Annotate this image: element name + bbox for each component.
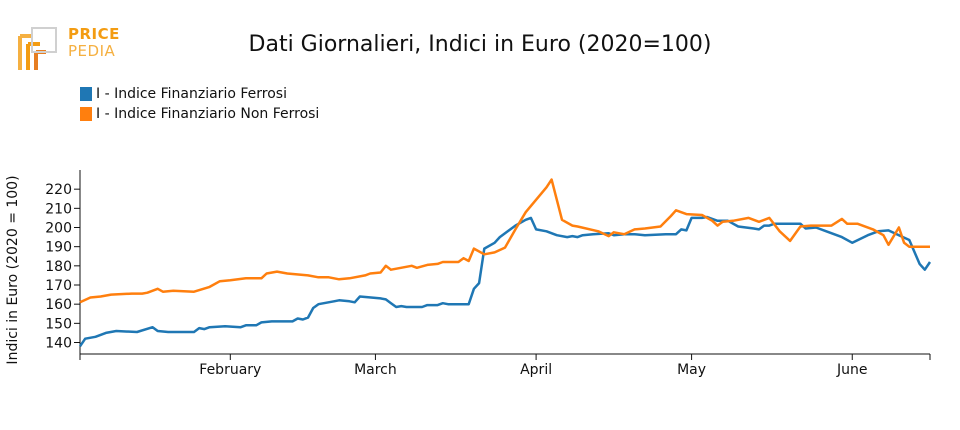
chart-title: Dati Giornalieri, Indici in Euro (2020=1…	[248, 32, 712, 57]
y-tick-label: 180	[45, 259, 72, 275]
legend-label-ferrosi: I - Indice Finanziario Ferrosi	[96, 86, 287, 102]
chart-series	[78, 178, 932, 348]
y-tick-label: 170	[45, 278, 72, 294]
y-tick-label: 190	[45, 240, 72, 256]
y-axis-label: Indici in Euro (2020 = 100)	[5, 175, 21, 364]
y-tick-label: 160	[45, 297, 72, 313]
x-tick-label: June	[836, 362, 868, 378]
x-tick-label: February	[199, 362, 261, 378]
x-tick-label: March	[354, 362, 397, 378]
legend: I - Indice Finanziario Ferrosi I - Indic…	[80, 84, 319, 124]
pricepedia-logo: PRICE PEDIA	[18, 24, 128, 74]
series-line-non-ferrosi	[79, 178, 930, 304]
x-tick-label: April	[520, 362, 552, 378]
legend-swatch-non-ferrosi	[80, 107, 92, 121]
logo-text-price: PRICE	[68, 25, 120, 43]
legend-swatch-ferrosi	[80, 87, 92, 101]
y-tick-label: 210	[45, 201, 72, 217]
legend-label-non-ferrosi: I - Indice Finanziario Non Ferrosi	[96, 106, 320, 122]
logo-text-pedia: PEDIA	[68, 42, 116, 60]
chart-axes: 140 150 160 170 180 190 200 210 220 February March…	[45, 170, 931, 378]
x-tick-label: May	[677, 362, 706, 378]
y-tick-label: 200	[45, 221, 72, 237]
logo-mark	[18, 27, 57, 70]
y-tick-label: 220	[45, 182, 72, 198]
legend-item-non-ferrosi: I - Indice Finanziario Non Ferrosi	[80, 104, 319, 124]
y-tick-label: 140	[45, 336, 72, 352]
legend-item-ferrosi: I - Indice Finanziario Ferrosi	[80, 84, 319, 104]
y-tick-label: 150	[45, 316, 72, 332]
series-line-ferrosi	[78, 215, 932, 348]
